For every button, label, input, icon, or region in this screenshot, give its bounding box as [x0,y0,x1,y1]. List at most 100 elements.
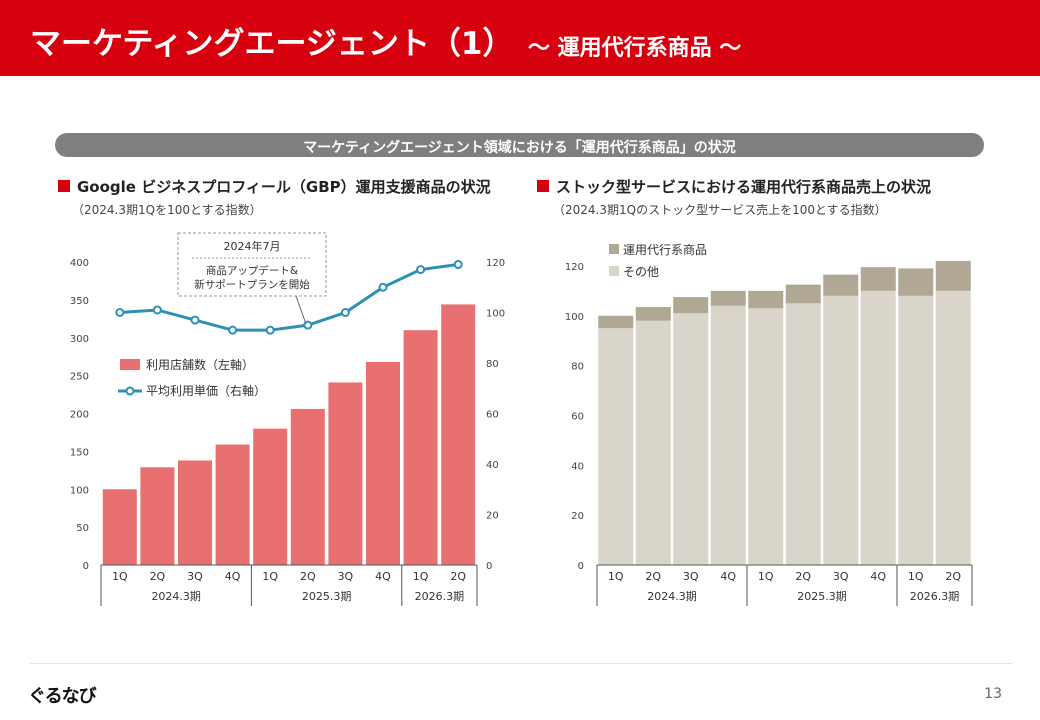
other-segment [898,295,934,565]
quarter-label: 2Q [150,570,166,583]
left-axis-tick-label: 0 [83,561,89,572]
left-axis-tick-label: 300 [70,334,89,345]
right-axis-tick-label: 60 [486,410,499,421]
avg-price-marker [190,315,200,325]
quarter-label: 4Q [720,570,736,583]
page-number: 13 [984,686,1002,702]
other-segment [785,303,821,565]
other-segment [935,290,971,565]
ops-agent-segment [823,274,859,296]
quarter-label: 3Q [187,570,203,583]
annotation-text: 新サポートプランを開始 [194,278,310,291]
quarter-label: 2Q [450,570,466,583]
annotation-title: 2024年7月 [224,239,281,253]
ops-agent-segment [898,268,934,296]
right-chart-note: （2024.3期1Qのストック型サービス売上を100とする指数） [553,203,887,217]
avg-price-marker [378,282,388,292]
other-segment [710,305,746,565]
store-count-bar [366,361,400,565]
legend-ops-swatch [609,244,619,254]
left-axis-tick-label: 50 [76,523,89,534]
legend-bar-swatch [120,359,140,370]
y-axis-tick-label: 100 [565,312,584,323]
page-subtitle: ～ 運用代行系商品 ～ [528,36,742,61]
other-segment [748,308,784,565]
quarter-label: 1Q [608,570,624,583]
quarter-label: 2Q [795,570,811,583]
avg-price-marker [115,308,125,317]
quarter-label: 1Q [758,570,774,583]
store-count-bar [403,330,438,565]
ops-agent-segment [785,284,821,304]
store-count-bar [290,408,325,565]
other-segment [598,328,634,565]
quarter-label: 1Q [908,570,924,583]
y-axis-tick-label: 120 [565,262,584,273]
legend-ops-label: 運用代行系商品 [623,242,707,257]
red-square-icon [58,180,70,192]
store-count-bar [328,382,363,565]
avg-price-marker [265,325,275,335]
legend-line-label: 平均利用単価（右軸） [146,383,266,398]
fiscal-year-label: 2026.3期 [415,590,465,603]
store-count-bar [253,428,288,565]
legend-other-label: その他 [623,265,659,279]
store-count-bar [441,304,476,565]
quarter-label: 1Q [413,570,429,583]
quarter-label: 3Q [338,570,354,583]
store-count-bar [215,444,250,565]
left-axis-tick-label: 200 [70,410,89,421]
fiscal-year-label: 2024.3期 [151,590,201,603]
fiscal-year-label: 2024.3期 [647,590,697,603]
banner-text: マーケティングエージェント領域における「運用代行系商品」の状況 [303,140,736,156]
left-chart-title-text: Google ビジネスプロフィール（GBP）運用支援商品の状況 [77,178,491,196]
gurunavi-logo: ぐるなび [28,686,97,707]
ops-agent-segment [860,267,896,291]
avg-price-marker [416,265,426,275]
fiscal-year-label: 2026.3期 [910,590,960,603]
y-axis-tick-label: 80 [571,362,584,373]
annotation-text: 商品アップデート& [206,264,298,277]
quarter-label: 2Q [645,570,661,583]
other-segment [635,320,671,565]
red-square-icon [537,180,549,192]
left-axis-tick-label: 250 [70,372,89,383]
legend-other-swatch [609,266,619,276]
other-segment [860,290,896,565]
header-bar: マーケティングエージェント（1） ～ 運用代行系商品 ～ [0,0,1040,76]
section-banner: マーケティングエージェント領域における「運用代行系商品」の状況 [55,133,984,157]
right-axis-tick-label: 80 [486,359,499,370]
legend-bar-label: 利用店舗数（左軸） [146,357,254,372]
right-axis-tick-label: 0 [486,561,492,572]
quarter-label: 1Q [262,570,278,583]
left-chart-note: （2024.3期1Qを100とする指数） [72,203,262,217]
legend-line-marker [125,386,135,396]
other-segment [823,295,859,565]
avg-price-marker [152,305,162,315]
right-axis-tick-label: 40 [486,460,499,471]
footer-divider [30,663,1012,664]
y-axis-tick-label: 40 [571,461,584,472]
left-axis-tick-label: 150 [70,447,89,458]
ops-agent-segment [710,290,746,306]
ops-agent-segment [748,290,784,309]
fiscal-year-label: 2025.3期 [797,590,847,603]
right-axis-tick-label: 100 [486,309,505,320]
avg-price-marker [453,260,463,270]
quarter-label: 2Q [945,570,961,583]
annotation-pointer [295,295,307,325]
left-chart-title: Google ビジネスプロフィール（GBP）運用支援商品の状況 [58,176,491,197]
y-axis-tick-label: 0 [578,561,584,572]
avg-price-line [119,263,459,332]
ops-agent-segment [935,260,971,291]
page-title: マーケティングエージェント（1） [30,26,514,62]
y-axis-tick-label: 60 [571,411,584,422]
right-chart-title: ストック型サービスにおける運用代行系商品売上の状況 [537,176,931,197]
store-count-bar [178,460,212,565]
avg-price-marker [228,325,238,335]
avg-price-marker [340,308,350,317]
quarter-label: 1Q [112,570,128,583]
left-axis-tick-label: 350 [70,296,89,307]
